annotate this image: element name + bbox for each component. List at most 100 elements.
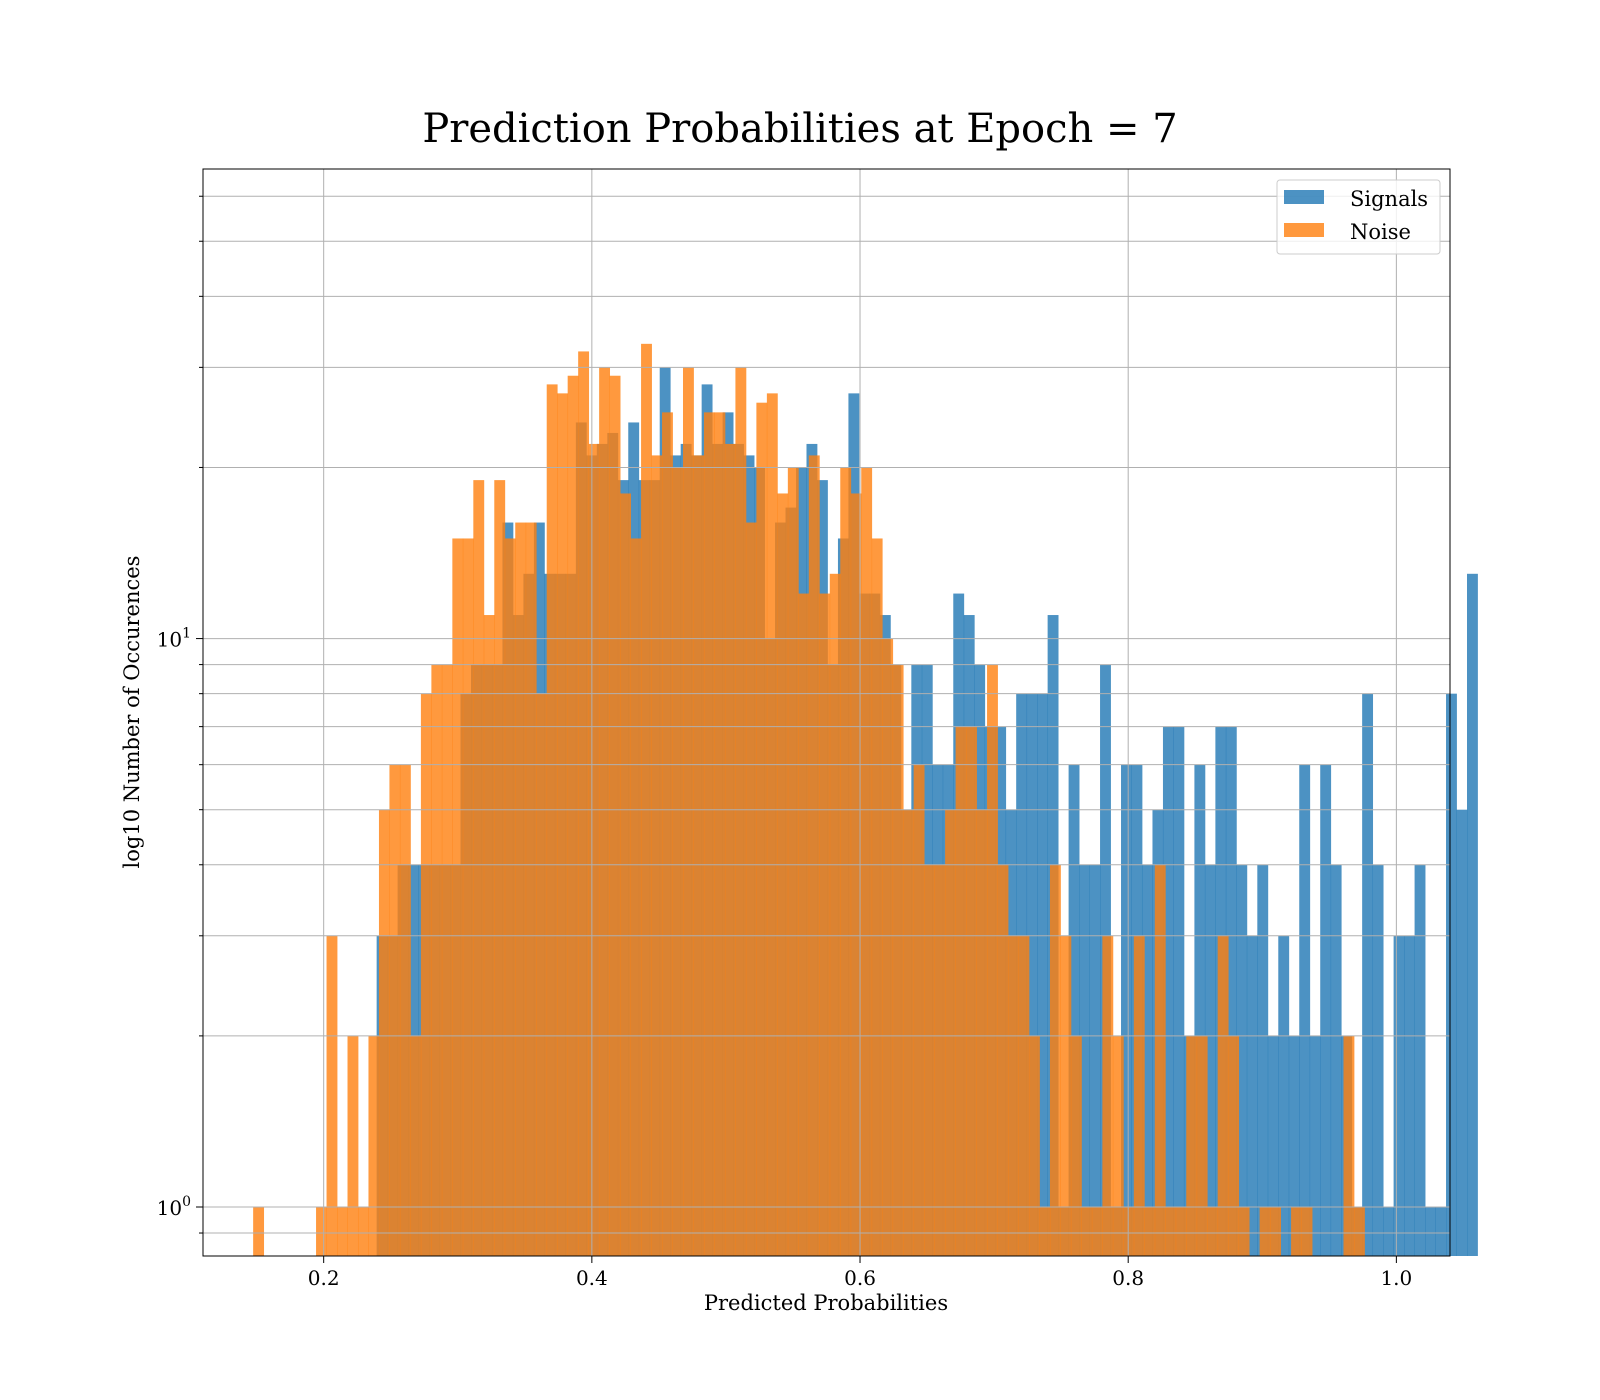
bar-noise [777, 493, 789, 1257]
bar-signals [1089, 864, 1101, 1256]
bar-noise [1154, 864, 1166, 1256]
bar-noise [861, 467, 873, 1256]
bar-signals [1162, 726, 1174, 1256]
bar-noise [913, 764, 925, 1256]
bar-noise [1123, 1207, 1135, 1256]
bar-noise [557, 393, 569, 1256]
bar-signals [1141, 864, 1153, 1256]
bar-noise [504, 538, 516, 1256]
bar-noise [1144, 1207, 1156, 1256]
bar-noise [840, 467, 852, 1256]
bar-noise [567, 375, 579, 1257]
bar-noise [588, 443, 600, 1256]
bar-noise [316, 1207, 327, 1256]
bar-noise [494, 480, 506, 1256]
bar-noise [966, 726, 977, 1256]
legend-label-noise: Noise [1350, 220, 1411, 244]
x-tick-label: 0.8 [1112, 1266, 1144, 1290]
bar-signals [1173, 726, 1185, 1256]
bar-noise [357, 1207, 369, 1256]
bar-noise [1102, 935, 1114, 1256]
bar-signals [1026, 693, 1038, 1256]
bar-noise [1238, 1207, 1250, 1256]
legend-swatch-noise [1284, 223, 1324, 237]
bar-signals [1320, 764, 1332, 1256]
bar-noise [766, 393, 778, 1256]
bar-noise [378, 809, 390, 1256]
bar-signals [1446, 693, 1457, 1256]
bar-noise [683, 367, 694, 1256]
x-axis-label: Predicted Probabilities [704, 1291, 948, 1315]
bar-signals [1309, 1035, 1321, 1256]
bar-noise [903, 809, 915, 1256]
bar-signals [1037, 693, 1049, 1256]
legend-label-signals: Signals [1350, 187, 1428, 211]
plot-frame [202, 168, 1451, 1257]
ticks-layer: 0.2 0.4 0.6 0.8 1.0 100 101 [157, 195, 1412, 1290]
x-tick-label: 0.4 [576, 1266, 608, 1290]
y-tick-label: 101 [157, 626, 191, 652]
bar-noise [1207, 1207, 1219, 1256]
bar-noise [578, 351, 590, 1256]
bar-noise [850, 493, 862, 1257]
bar-noise [798, 593, 810, 1256]
bar-signals [1288, 1035, 1300, 1256]
bar-signals [1236, 864, 1248, 1256]
bar-noise [1112, 1035, 1124, 1256]
bar-noise [987, 664, 998, 1256]
bar-noise [1049, 864, 1061, 1256]
y-tick-label: 100 [157, 1194, 191, 1220]
bar-noise [819, 593, 831, 1256]
bar-noise [1353, 1207, 1365, 1256]
bar-noise [693, 455, 705, 1256]
bar-noise [955, 726, 967, 1256]
bar-noise [462, 538, 474, 1256]
bar-noise [1039, 1207, 1051, 1256]
bar-noise [672, 467, 684, 1256]
bar-signals [1383, 1207, 1394, 1256]
legend-swatch-signals [1284, 190, 1324, 204]
bar-noise [368, 1035, 380, 1256]
bar-noise [1343, 1035, 1355, 1256]
bar-noise [347, 1035, 359, 1256]
bar-noise [473, 480, 485, 1256]
bar-signals [1393, 935, 1405, 1256]
bar-signals [1246, 935, 1258, 1256]
y-axis-label: log10 Number of Occurences [120, 556, 144, 869]
bar-signals [1079, 864, 1090, 1256]
bar-noise [431, 664, 443, 1256]
bar-noise [1060, 935, 1072, 1256]
x-tick-label: 1.0 [1380, 1266, 1412, 1290]
bar-noise [1196, 1035, 1208, 1256]
bar-noise [609, 375, 621, 1257]
bar-noise [924, 864, 936, 1256]
bar-noise [326, 935, 338, 1256]
chart-title: Prediction Probabilities at Epoch = 7 [422, 106, 1177, 152]
bar-signals [1278, 935, 1290, 1256]
bar-noise [515, 522, 527, 1256]
bars-layer [253, 343, 1478, 1257]
bar-noise [536, 693, 548, 1256]
bar-noise [399, 764, 411, 1256]
bar-noise [641, 343, 652, 1257]
bar-noise [882, 638, 894, 1256]
bar-noise [871, 538, 883, 1256]
bar-signals [1068, 764, 1080, 1256]
bar-noise [1259, 1207, 1271, 1256]
bar-noise [630, 538, 642, 1256]
bar-noise [735, 367, 747, 1256]
bar-signals [1435, 1207, 1447, 1256]
bar-noise [452, 538, 464, 1256]
bar-noise [808, 455, 820, 1256]
bar-noise [1217, 935, 1229, 1256]
bar-noise [651, 455, 663, 1256]
bar-noise [1186, 1035, 1198, 1256]
bar-signals [1404, 935, 1415, 1256]
bar-signals [1299, 764, 1311, 1256]
bar-signals [1257, 864, 1269, 1256]
bar-noise [714, 412, 726, 1256]
x-tick-label: 0.6 [844, 1266, 876, 1290]
bar-noise [441, 664, 453, 1256]
bar-signals [1204, 864, 1216, 1256]
bar-noise [389, 764, 401, 1256]
